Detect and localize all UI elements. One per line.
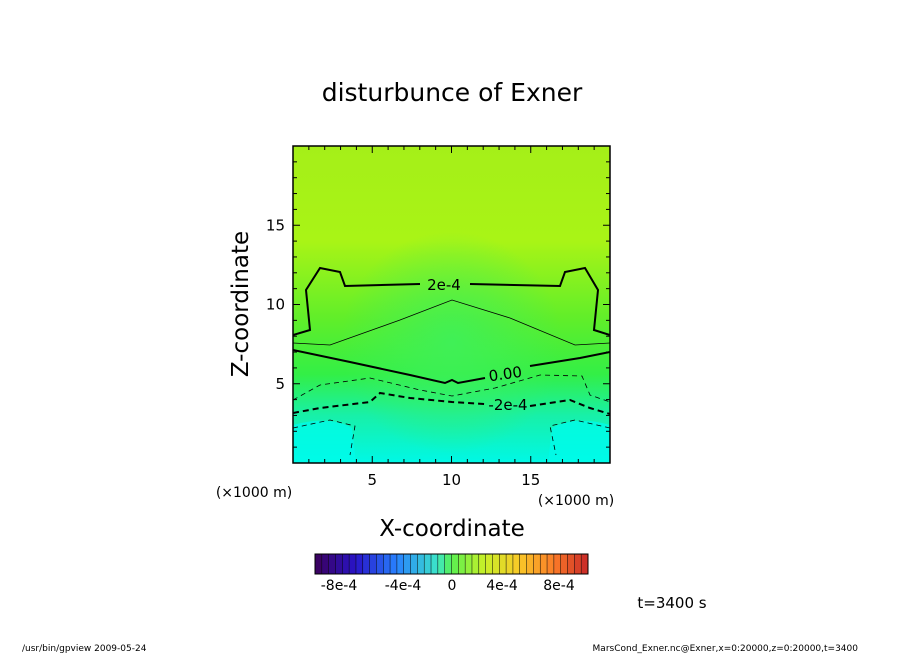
axis-ticks	[293, 146, 610, 463]
colorbar-cell	[540, 554, 548, 574]
colorbar-cell	[471, 554, 479, 574]
x-tick-label: 10	[442, 471, 461, 489]
colorbar-frame	[314, 553, 589, 575]
colorbar-cell	[321, 554, 329, 574]
colorbar-cell	[465, 554, 472, 574]
colorbar-cell	[553, 554, 561, 574]
colorbar-cell	[506, 554, 513, 574]
axis-tick-labels: 5 10 15 5 10 15	[266, 216, 540, 489]
colorbar-cell	[451, 554, 459, 574]
x-tick-label: 5	[367, 471, 377, 489]
colorbar-label-neg-8e-4: -8e-4	[321, 578, 358, 594]
colorbar-cell	[396, 554, 404, 574]
y-tick-label: 10	[266, 296, 285, 314]
contour-label-2e-4: 2e-4	[427, 276, 461, 294]
contour-neg-3e-4	[293, 419, 610, 456]
colorbar-cell	[315, 554, 322, 574]
y-tick-label: 5	[275, 375, 285, 393]
y-tick-label: 15	[266, 216, 285, 234]
footer-left: /usr/bin/gpview 2009-05-24	[22, 644, 147, 654]
colorbar-label-neg-4e-4: -4e-4	[385, 578, 422, 594]
x-axis-title: X-coordinate	[379, 516, 525, 542]
contour-1e-4	[293, 299, 610, 346]
colorbar-cell	[390, 554, 397, 574]
center-shading	[293, 146, 610, 463]
colorbar-cell	[560, 554, 568, 574]
colorbar-cell	[499, 554, 507, 574]
colorbar-cell	[437, 554, 445, 574]
x-axis-unit: (×1000 m)	[538, 493, 614, 509]
colorbar-cell	[512, 554, 520, 574]
contour-zero	[293, 349, 610, 385]
colorbar-cell	[376, 554, 384, 574]
colorbar-cell	[349, 554, 356, 574]
colorbar-label-8e-4: 8e-4	[543, 578, 575, 594]
plot-area: 2e-4 0.00 -2e-4	[293, 146, 610, 463]
colorbar-cell	[478, 554, 486, 574]
colorbar-cell	[424, 554, 432, 574]
footer-right: MarsCond_Exner.nc@Exner,x=0:20000,z=0:20…	[593, 644, 859, 654]
colorbar-cell	[581, 554, 588, 574]
colorbar	[314, 554, 588, 574]
x-tick-label: 15	[521, 471, 540, 489]
colorbar-cell	[533, 554, 541, 574]
contour-2e-4	[293, 266, 610, 336]
colorbar-cell	[567, 554, 575, 574]
colorbar-cell	[355, 554, 363, 574]
cyan-region-left	[293, 420, 356, 463]
colorbar-cell	[492, 554, 500, 574]
colorbar-cell	[485, 554, 493, 574]
colorbar-cell	[403, 554, 411, 574]
colorbar-cell	[383, 554, 391, 574]
colorbar-cell	[444, 554, 452, 574]
contour-label-neg-2e-4: -2e-4	[488, 396, 527, 414]
colorbar-cell	[417, 554, 425, 574]
colorbar-cell	[328, 554, 336, 574]
colorbar-cell	[410, 554, 418, 574]
colorbar-label-4e-4: 4e-4	[486, 578, 518, 594]
colorbar-label-zero: 0	[448, 578, 457, 594]
contour-neg-2e-4	[293, 391, 610, 415]
colorbar-cell	[458, 554, 466, 574]
colorbar-cell	[547, 554, 554, 574]
colorbar-cell	[574, 554, 582, 574]
time-label: t=3400 s	[637, 594, 706, 612]
colorbar-cell	[519, 554, 527, 574]
chart-title: disturbunce of Exner	[322, 78, 583, 107]
cyan-region-right	[548, 420, 610, 463]
colorbar-cell	[526, 554, 534, 574]
colorbar-cell	[431, 554, 438, 574]
colorbar-cell	[335, 554, 343, 574]
colorbar-cell	[342, 554, 350, 574]
colorbar-cell	[369, 554, 377, 574]
contour-label-zero: 0.00	[488, 363, 524, 385]
y-axis-title: Z-coordinate	[228, 231, 254, 377]
contour-neg-1e-4	[293, 374, 610, 403]
y-axis-unit: (×1000 m)	[216, 485, 292, 501]
colorbar-cell	[362, 554, 370, 574]
